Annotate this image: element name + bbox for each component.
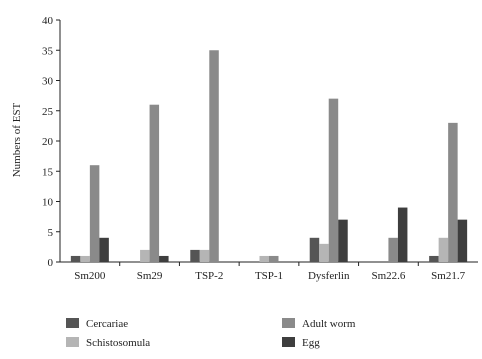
bar-egg-dysferlin xyxy=(338,219,348,262)
bar-schistosomula-sm21-7 xyxy=(438,237,449,262)
bar-cercariae-sm200 xyxy=(70,255,81,262)
legend-item-adult-worm: Adult worm xyxy=(282,318,356,330)
x-tick-label: Sm21.7 xyxy=(431,270,465,282)
legend-swatch xyxy=(282,337,295,347)
legend-swatch xyxy=(66,337,79,347)
x-tick-label: Sm22.6 xyxy=(371,270,405,282)
bar-cercariae-tsp-2 xyxy=(190,249,200,262)
y-tick-label: 35 xyxy=(42,45,54,57)
legend-label: Egg xyxy=(302,337,320,349)
bar-schistosomula-sm200 xyxy=(80,255,90,262)
y-tick-label: 25 xyxy=(42,106,54,118)
bar-adult-worm-sm29 xyxy=(149,104,160,262)
bar-schistosomula-tsp-2 xyxy=(199,249,210,262)
bar-egg-sm29 xyxy=(159,255,169,262)
bar-cercariae-dysferlin xyxy=(309,237,320,262)
x-tick-label: TSP-1 xyxy=(255,270,283,282)
bar-adult-worm-dysferlin xyxy=(328,98,339,263)
y-tick-label: 30 xyxy=(42,76,54,88)
x-tick-labels: Sm200 Sm29 TSP-2 TSP-1 Dysferlin Sm22.6 Sm21.7 xyxy=(74,270,465,282)
legend-label: Cercariae xyxy=(86,318,128,330)
bar-adult-worm-tsp-2 xyxy=(209,50,219,262)
x-tick-label: Dysferlin xyxy=(308,270,350,282)
legend: Cercariae Schistosomula Adult worm Egg xyxy=(66,318,356,349)
x-tick-label: Sm29 xyxy=(137,270,163,282)
legend-item-cercariae: Cercariae xyxy=(66,318,128,330)
legend-swatch xyxy=(282,318,295,328)
axes xyxy=(56,19,478,266)
legend-label: Schistosomula xyxy=(86,337,150,349)
bar-schistosomula-tsp-1 xyxy=(259,255,269,262)
bar-cercariae-sm21-7 xyxy=(429,255,439,262)
y-tick-label: 15 xyxy=(42,166,54,178)
legend-label: Adult worm xyxy=(302,318,356,330)
bar-adult-worm-tsp-1 xyxy=(269,255,279,262)
bar-adult-worm-sm200 xyxy=(89,165,100,262)
y-tick-label: 20 xyxy=(42,136,54,148)
bar-egg-sm21-7 xyxy=(457,219,468,262)
bar-egg-sm22-6 xyxy=(397,207,408,262)
x-tick-label: Sm200 xyxy=(74,270,106,282)
y-axis-title: Numbers of EST xyxy=(11,102,23,177)
bar-adult-worm-sm21-7 xyxy=(448,122,458,262)
y-tick-labels: 0 5 10 15 20 25 30 35 40 xyxy=(42,15,54,269)
bar-egg-sm200 xyxy=(99,237,109,262)
bars xyxy=(70,50,468,263)
x-tick-label: TSP-2 xyxy=(195,270,223,282)
legend-item-schistosomula: Schistosomula xyxy=(66,337,150,349)
y-tick-label: 40 xyxy=(42,15,54,27)
bar-adult-worm-sm22-6 xyxy=(388,237,398,262)
y-tick-label: 5 xyxy=(48,227,54,239)
y-tick-label: 10 xyxy=(42,197,54,209)
legend-item-egg: Egg xyxy=(282,337,320,349)
bar-schistosomula-dysferlin xyxy=(319,243,329,262)
legend-swatch xyxy=(66,318,79,328)
y-tick-label: 0 xyxy=(48,257,54,269)
bar-schistosomula-sm29 xyxy=(140,249,150,262)
